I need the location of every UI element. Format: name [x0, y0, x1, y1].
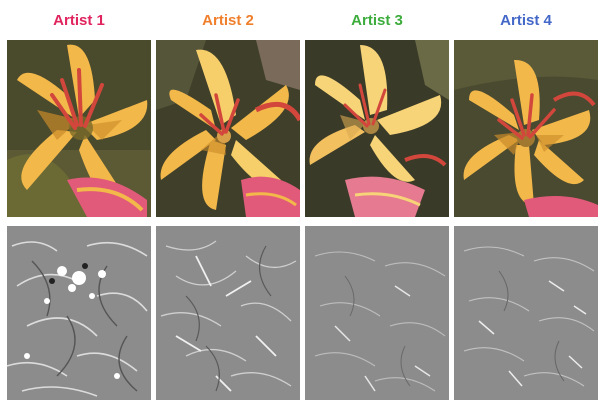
- column-title: Artist 4: [500, 12, 552, 29]
- flower-painting: [305, 40, 449, 217]
- column-title: Artist 3: [351, 12, 403, 29]
- flower-painting: [454, 40, 598, 217]
- column-title: Artist 2: [202, 12, 254, 29]
- texture-map: [305, 226, 449, 400]
- texture-map: [156, 226, 300, 400]
- texture-map: [7, 226, 151, 400]
- flower-painting: [7, 40, 151, 217]
- column-title: Artist 1: [53, 12, 105, 29]
- texture-map: [454, 226, 598, 400]
- flower-painting: [156, 40, 300, 217]
